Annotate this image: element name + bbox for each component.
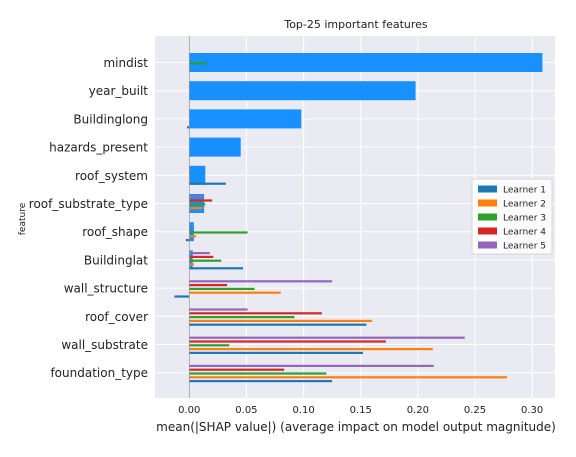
series-bar bbox=[189, 171, 191, 174]
legend-label: Learner 5 bbox=[503, 242, 546, 252]
series-bar bbox=[189, 175, 191, 178]
main-bar bbox=[189, 81, 416, 101]
y-tick-label: roof_cover bbox=[85, 310, 148, 324]
main-bar bbox=[189, 137, 241, 157]
series-bar bbox=[189, 223, 191, 226]
series-bar bbox=[189, 199, 213, 202]
legend: Learner 1 Learner 2 Learner 3 Learner 4 Lear… bbox=[471, 178, 553, 255]
series-bar bbox=[189, 263, 194, 266]
y-tick-label: roof_shape bbox=[82, 225, 148, 239]
main-bar bbox=[189, 165, 206, 185]
x-tick-label: 0.05 bbox=[235, 405, 257, 416]
series-bar bbox=[189, 336, 465, 339]
series-bar bbox=[189, 252, 210, 255]
series-bar bbox=[189, 231, 248, 234]
series-bar bbox=[185, 239, 190, 242]
series-bar bbox=[189, 287, 255, 290]
y-tick-label: foundation_type bbox=[50, 366, 148, 380]
legend-swatch bbox=[478, 213, 497, 221]
series-bar bbox=[189, 259, 222, 262]
series-bars bbox=[174, 62, 508, 383]
series-bar bbox=[189, 291, 281, 294]
legend-label: Learner 1 bbox=[503, 186, 546, 196]
legend-label: Learner 2 bbox=[503, 200, 546, 210]
series-bar bbox=[189, 376, 508, 379]
y-tick-label: mindist bbox=[103, 56, 148, 70]
series-bar bbox=[174, 295, 190, 298]
series-bar bbox=[189, 167, 191, 170]
series-bar bbox=[189, 308, 248, 311]
series-bar bbox=[189, 255, 214, 258]
series-bar bbox=[189, 62, 207, 65]
series-bar bbox=[189, 312, 322, 315]
y-tick-label: hazards_present bbox=[49, 141, 148, 155]
series-bar bbox=[189, 235, 197, 238]
series-bar bbox=[189, 372, 327, 375]
legend-swatch bbox=[478, 241, 497, 249]
series-bar bbox=[189, 344, 230, 347]
series-bar bbox=[189, 351, 363, 354]
series-bar bbox=[189, 340, 386, 343]
legend-swatch bbox=[478, 185, 497, 193]
series-bar bbox=[189, 319, 373, 322]
legend-box bbox=[471, 178, 553, 255]
y-tick-label: Buildinglong bbox=[73, 112, 148, 126]
main-bar bbox=[189, 109, 302, 129]
legend-label: Learner 3 bbox=[503, 214, 546, 224]
y-tick-label: Buildinglat bbox=[84, 253, 148, 267]
x-tick-label: 0.20 bbox=[407, 405, 429, 416]
series-bar bbox=[189, 195, 203, 198]
series-bar bbox=[189, 316, 295, 319]
series-bar bbox=[189, 203, 206, 206]
series-bar bbox=[187, 126, 190, 129]
series-bar bbox=[189, 227, 191, 230]
series-bar bbox=[189, 348, 433, 351]
x-tick-label: 0.25 bbox=[464, 405, 486, 416]
legend-label: Learner 4 bbox=[503, 228, 546, 238]
y-tick-label: roof_substrate_type bbox=[29, 197, 148, 211]
series-bar bbox=[189, 368, 285, 371]
series-bar bbox=[189, 182, 226, 185]
series-bar bbox=[189, 154, 191, 157]
x-tick-label: 0.15 bbox=[350, 405, 372, 416]
series-bar bbox=[189, 284, 227, 287]
y-axis-label: feature bbox=[18, 202, 28, 235]
series-bar bbox=[189, 178, 191, 181]
main-bars bbox=[189, 53, 543, 270]
series-bar bbox=[189, 323, 367, 326]
y-tick-labels: mindist year_built Buildinglong hazards_pre… bbox=[29, 56, 148, 380]
y-tick-label: wall_substrate bbox=[61, 338, 148, 352]
series-bar bbox=[189, 364, 434, 367]
series-bar bbox=[189, 210, 191, 213]
series-bar bbox=[189, 380, 333, 383]
x-tick-label: 0.00 bbox=[178, 405, 200, 416]
x-axis-label: mean(|SHAP value|) (average impact on mo… bbox=[156, 420, 556, 434]
series-bar bbox=[189, 280, 333, 283]
x-tick-label: 0.30 bbox=[521, 405, 543, 416]
chart-title: Top-25 important features bbox=[283, 18, 428, 31]
x-tick-labels: 0.00 0.05 0.10 0.15 0.20 0.25 0.30 bbox=[178, 405, 543, 416]
series-bar bbox=[189, 267, 243, 270]
y-tick-label: year_built bbox=[89, 84, 149, 98]
y-tick-label: wall_structure bbox=[64, 282, 148, 296]
main-bar bbox=[189, 53, 543, 72]
legend-swatch bbox=[478, 199, 497, 207]
x-tick-label: 0.10 bbox=[292, 405, 314, 416]
series-bar bbox=[189, 207, 203, 210]
y-tick-label: roof_system bbox=[75, 169, 148, 183]
legend-swatch bbox=[478, 227, 497, 235]
plot-area: 0.00 0.05 0.10 0.15 0.20 0.25 0.30 mindist year_… bbox=[29, 36, 555, 416]
